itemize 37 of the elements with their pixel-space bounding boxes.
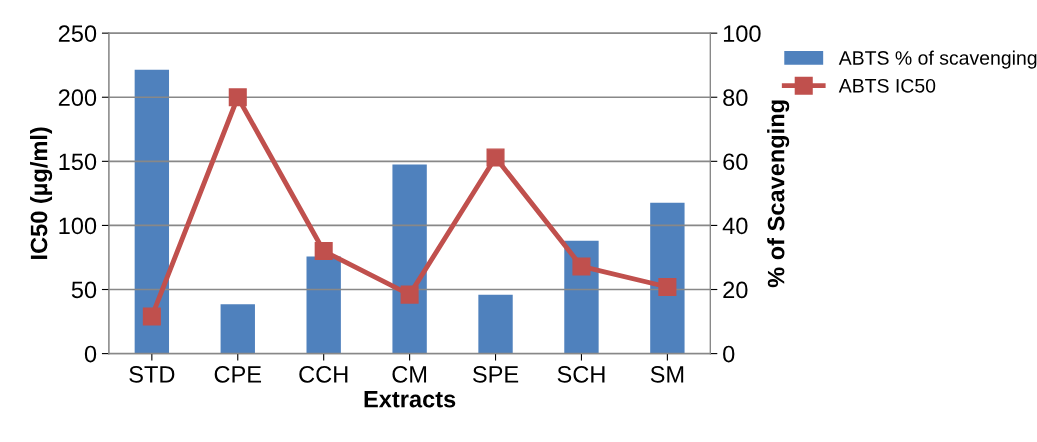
y2-tick-label: 20 (723, 281, 748, 299)
point (142, 307, 161, 326)
point (314, 242, 333, 261)
bar (220, 304, 255, 354)
point (572, 257, 591, 276)
x-tick-label: SCH (557, 366, 605, 383)
y-axis-title: IC50 (µg/ml) (30, 127, 53, 259)
legend-label: ABTS IC50 (838, 78, 936, 93)
x-tick-label: SM (650, 366, 684, 383)
y-tick-label: 250 (58, 25, 97, 42)
x-axis-title: Extracts (364, 391, 456, 408)
bar (134, 69, 170, 354)
legend-label: ABTS % of scavenging (838, 50, 1037, 69)
bar (306, 256, 341, 354)
point (486, 148, 505, 167)
x-tick-label: STD (129, 366, 175, 383)
y2-tick-label: 60 (723, 153, 748, 171)
y2-tick-label: 40 (722, 217, 748, 235)
bar (478, 294, 513, 354)
y-tick-label: 150 (59, 153, 97, 171)
y2-axis-title: % of Scavenging (767, 100, 790, 288)
point (658, 277, 677, 296)
bar (392, 164, 427, 354)
bar (650, 202, 685, 354)
x-tick-label: CPE (214, 366, 262, 383)
point (400, 285, 419, 304)
y-tick-label: 50 (71, 281, 97, 299)
x-tick-label: SPE (472, 366, 519, 383)
y-tick-label: 200 (58, 89, 97, 107)
y-tick-label: 100 (59, 217, 97, 235)
x-tick-label: CM (392, 366, 427, 383)
point (228, 88, 247, 107)
y2-tick-label: 0 (723, 345, 735, 363)
y2-tick-label: 80 (723, 89, 748, 107)
y-tick-label: 0 (84, 345, 97, 363)
y2-tick-label: 100 (723, 25, 761, 42)
x-tick-label: CCH (299, 366, 348, 383)
